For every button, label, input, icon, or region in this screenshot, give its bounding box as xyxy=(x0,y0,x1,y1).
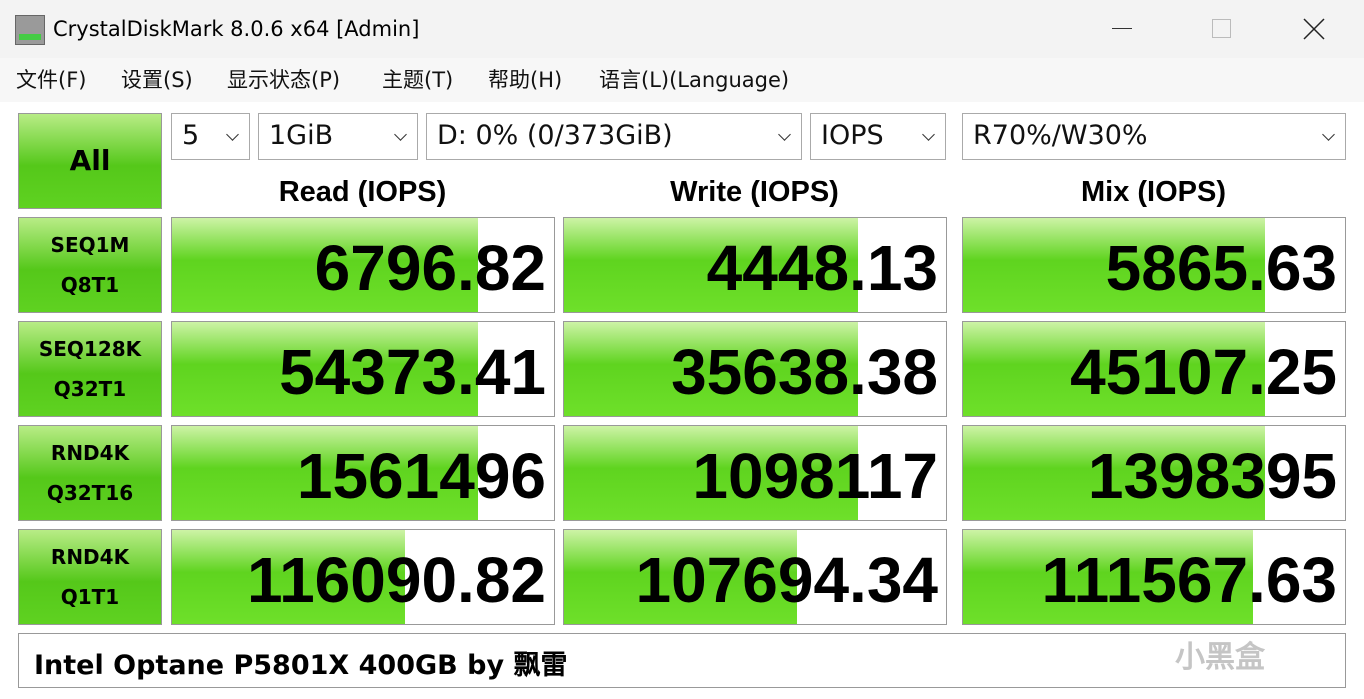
result-value: 54373.41 xyxy=(279,336,546,408)
result-value: 111567.63 xyxy=(1041,544,1337,616)
result-cell: 1098117 xyxy=(563,425,947,521)
close-button[interactable] xyxy=(1302,17,1326,41)
menu-bar xyxy=(0,58,1364,102)
result-value: 1098117 xyxy=(692,440,938,512)
result-cell: 1561496 xyxy=(171,425,555,521)
all-button[interactable]: All xyxy=(18,113,162,209)
menu-item[interactable]: 帮助(H) xyxy=(488,68,563,92)
result-cell: 111567.63 xyxy=(962,529,1346,625)
result-meter xyxy=(564,426,859,520)
mix-select[interactable]: R70%/W30% xyxy=(962,113,1346,160)
result-cell: 1398395 xyxy=(962,425,1346,521)
result-value: 1561496 xyxy=(296,440,546,512)
test-button[interactable]: RND4K Q1T1 xyxy=(18,529,162,625)
result-meter xyxy=(564,322,859,416)
test-label: Q32T1 xyxy=(53,377,127,401)
result-meter xyxy=(172,322,478,416)
unit-select[interactable]: IOPS xyxy=(810,113,946,160)
result-cell: 116090.82 xyxy=(171,529,555,625)
test-label: Q32T16 xyxy=(46,481,134,505)
result-value: 1398395 xyxy=(1087,440,1337,512)
result-meter xyxy=(564,530,798,624)
result-value: 45107.25 xyxy=(1070,336,1337,408)
test-label: RND4K xyxy=(50,545,130,569)
column-header: Write (IOPS) xyxy=(670,176,839,208)
menu-item[interactable]: 设置(S) xyxy=(121,68,193,92)
result-meter xyxy=(172,530,406,624)
result-value: 6796.82 xyxy=(314,232,546,304)
result-meter xyxy=(963,322,1265,416)
count-select[interactable]: 5 xyxy=(171,113,250,160)
column-header: Mix (IOPS) xyxy=(1080,176,1226,208)
app-icon xyxy=(15,15,45,45)
menu-item[interactable]: 语言(L)(Language) xyxy=(599,68,790,92)
test-label: RND4K xyxy=(50,441,130,465)
column-header: Read (IOPS) xyxy=(278,176,447,208)
test-label: Q8T1 xyxy=(60,273,120,297)
drive-select[interactable]: D: 0% (0/373GiB) xyxy=(426,113,802,160)
maximize-button[interactable] xyxy=(1212,19,1231,38)
result-meter xyxy=(963,530,1254,624)
result-cell: 45107.25 xyxy=(962,321,1346,417)
result-cell: 6796.82 xyxy=(171,217,555,313)
result-cell: 4448.13 xyxy=(563,217,947,313)
result-cell: 5865.63 xyxy=(962,217,1346,313)
window-title: CrystalDiskMark 8.0.6 x64 [Admin] xyxy=(53,17,420,41)
test-button[interactable]: RND4K Q32T16 xyxy=(18,425,162,521)
result-meter xyxy=(963,218,1265,312)
result-cell: 107694.34 xyxy=(563,529,947,625)
size-select[interactable]: 1GiB xyxy=(258,113,418,160)
result-value: 35638.38 xyxy=(671,336,938,408)
test-label: SEQ1M xyxy=(50,233,130,257)
watermark: 小黑盒 xyxy=(1175,640,1265,675)
comment: Intel Optane P5801X 400GB by 飘雷 xyxy=(34,650,568,681)
test-label: SEQ128K xyxy=(38,337,142,361)
menu-item[interactable]: 文件(F) xyxy=(16,68,87,92)
comment-box[interactable]: Intel Optane P5801X 400GB by 飘雷 xyxy=(18,633,1346,688)
test-button[interactable]: SEQ128K Q32T1 xyxy=(18,321,162,417)
result-cell: 35638.38 xyxy=(563,321,947,417)
result-value: 5865.63 xyxy=(1105,232,1337,304)
menu-item[interactable]: 主题(T) xyxy=(382,68,454,92)
minimize-button[interactable] xyxy=(1112,28,1132,29)
result-meter xyxy=(564,218,859,312)
result-value: 4448.13 xyxy=(706,232,938,304)
result-value: 116090.82 xyxy=(247,544,546,616)
result-meter xyxy=(963,426,1265,520)
menu-item[interactable]: 显示状态(P) xyxy=(227,68,341,92)
test-button[interactable]: SEQ1M Q8T1 xyxy=(18,217,162,313)
all-label: All xyxy=(69,144,111,177)
result-value: 107694.34 xyxy=(635,544,938,616)
result-meter xyxy=(172,218,478,312)
test-label: Q1T1 xyxy=(60,585,120,609)
result-cell: 54373.41 xyxy=(171,321,555,417)
result-meter xyxy=(172,426,478,520)
title-bar xyxy=(0,0,1364,58)
